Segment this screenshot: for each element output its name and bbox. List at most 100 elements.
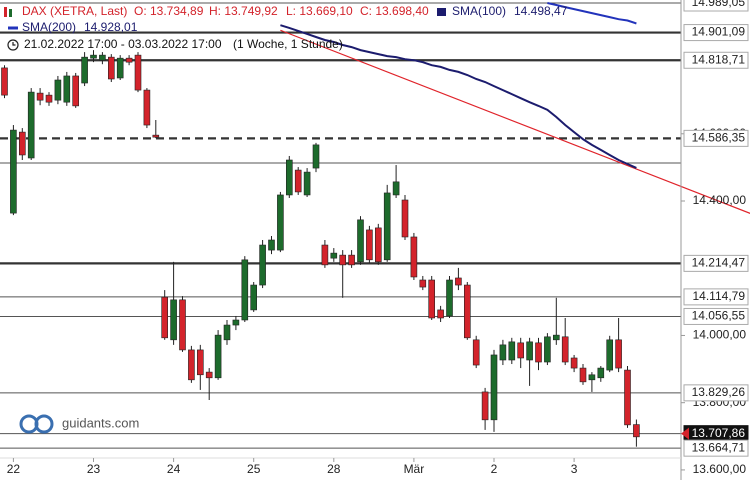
candle-body <box>339 254 347 266</box>
candle-body <box>357 219 364 263</box>
candle-body <box>277 194 284 251</box>
interval: (1 Woche, 1 Stunde) <box>233 37 343 51</box>
symbol: DAX (XETRA, Last) <box>22 4 127 18</box>
candle-body <box>499 344 507 361</box>
ohlc-open: O: 13.734,89 <box>134 4 204 18</box>
candle-body <box>303 171 311 196</box>
candle-body <box>188 349 195 381</box>
legend-name: SMA(200) <box>22 20 76 34</box>
level-label: 14.989,05 <box>692 0 746 9</box>
candle-body <box>463 284 471 339</box>
candle-body <box>45 94 53 103</box>
sma-line <box>547 2 637 25</box>
candle-body <box>294 169 302 193</box>
x-tick-label: 24 <box>167 462 181 476</box>
candle-body <box>383 192 391 261</box>
level-label-box <box>683 24 749 42</box>
candle-body <box>472 339 480 366</box>
level-label-box <box>683 307 749 325</box>
icon-clock <box>7 39 19 51</box>
candle-body <box>330 252 338 259</box>
candle-body <box>579 367 587 383</box>
level-label-box <box>683 439 749 457</box>
candle-body <box>1 67 8 96</box>
candle-body <box>214 334 222 379</box>
x-tick-label: 22 <box>7 462 21 476</box>
candle-body <box>615 339 622 369</box>
level-label: 13.707,86 <box>692 426 746 440</box>
ohlc-close: C: 13.698,40 <box>360 4 429 18</box>
candle-body <box>535 342 542 363</box>
x-tick-label: 25 <box>247 462 261 476</box>
candle-body <box>481 391 489 421</box>
candle-body <box>597 367 605 379</box>
candle-body <box>455 277 462 286</box>
icon-candle <box>4 7 7 17</box>
icon-clock-hands <box>12 42 16 46</box>
candle-body <box>508 341 516 361</box>
candle-body <box>197 349 204 376</box>
level-label-box <box>683 288 749 306</box>
x-tick-label: 28 <box>327 462 341 476</box>
candle-body <box>606 339 614 371</box>
candle-body <box>285 159 293 196</box>
candle-body <box>428 279 436 319</box>
candle-body <box>526 341 533 361</box>
candle-body <box>419 279 427 288</box>
candle-body <box>588 374 596 381</box>
level-label: 14.586,35 <box>692 131 746 145</box>
legend-value: 14.928,01 <box>84 20 138 34</box>
candle-body <box>99 54 106 61</box>
legend-name: SMA(100) <box>452 4 506 18</box>
candle-body <box>348 254 355 266</box>
candle-body <box>446 279 453 317</box>
x-tick-label: 23 <box>87 462 101 476</box>
level-marker <box>681 427 689 440</box>
level-label: 13.829,26 <box>692 385 746 399</box>
candle-body <box>321 244 329 266</box>
y-tick-label: 14.000,00 <box>693 328 747 342</box>
candle-body <box>624 369 631 426</box>
sma-line <box>280 24 637 169</box>
candle-body <box>374 227 382 263</box>
legend-value: 14.498,47 <box>514 4 568 18</box>
ohlc-low: L: 13.669,10 <box>286 4 353 18</box>
level-label: 14.056,55 <box>692 309 746 323</box>
level-label: 14.214,47 <box>692 256 746 270</box>
candle-body <box>410 236 418 278</box>
candle-body <box>223 324 231 341</box>
candle-body <box>152 134 160 138</box>
candle-body <box>179 299 186 351</box>
legend-swatch <box>437 8 446 16</box>
candle-body <box>18 131 26 156</box>
candle-body <box>366 229 373 261</box>
x-tick-label: Mär <box>404 462 425 476</box>
candle-body <box>36 92 44 101</box>
candle-body <box>633 424 640 438</box>
candle-body <box>544 336 551 363</box>
candle-body <box>116 57 124 79</box>
candle-body <box>259 244 266 286</box>
watermark-text: guidants.com <box>62 415 139 430</box>
candle-body <box>561 336 569 363</box>
level-label-box <box>683 51 749 69</box>
x-tick-label: 2 <box>491 462 498 476</box>
candle-body <box>108 56 115 80</box>
level-label-box <box>683 254 749 272</box>
logo <box>34 414 54 434</box>
level-label: 14.818,71 <box>692 52 746 66</box>
candle-body <box>392 181 400 196</box>
level-label: 14.114,79 <box>693 289 746 303</box>
candle-body <box>27 91 35 159</box>
candle-body <box>268 239 275 251</box>
candle-body <box>250 284 257 311</box>
watermark: guidants.com <box>19 414 139 434</box>
candle-body <box>437 309 444 319</box>
candle-body <box>134 54 142 91</box>
candle-body <box>401 199 409 238</box>
candle-body <box>125 57 133 63</box>
y-tick-label: 14.400,00 <box>693 193 747 207</box>
level-label-box <box>683 384 749 402</box>
